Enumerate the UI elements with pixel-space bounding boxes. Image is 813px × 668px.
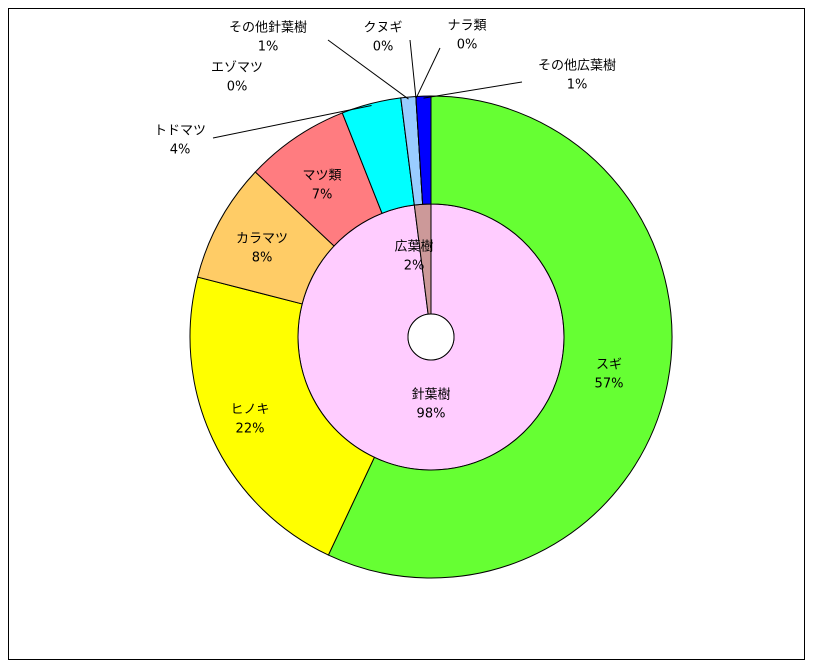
segment-label: スギ [596, 358, 622, 373]
leader-line [212, 105, 372, 139]
segment-value-label: 2% [404, 259, 425, 274]
segment-value-label: 22% [236, 422, 265, 437]
segment-label: その他広葉樹 [538, 59, 616, 74]
segment-value-label: 4% [170, 143, 191, 158]
leader-line [409, 39, 417, 99]
segment-value-label: 0% [373, 40, 394, 55]
segment-label: 広葉樹 [394, 240, 433, 255]
leader-line [327, 39, 409, 100]
donut-segment [189, 276, 376, 556]
segment-label: クヌギ [363, 21, 402, 36]
donut-hole [407, 313, 455, 361]
segment-value-label: 1% [258, 40, 279, 55]
segment-value-label: 0% [457, 38, 478, 53]
donut-segment [415, 95, 432, 205]
segment-label: カラマツ [236, 232, 288, 247]
segment-value-label: 8% [252, 251, 273, 266]
segment-value-label: 98% [417, 407, 446, 422]
leader-line [415, 47, 441, 99]
segment-value-label: 7% [312, 188, 333, 203]
segment-value-label: 1% [567, 78, 588, 93]
donut-segment [327, 95, 673, 579]
segment-label: トドマツ [154, 124, 206, 139]
segment-label: その他針葉樹 [229, 21, 307, 36]
segment-value-label: 0% [227, 80, 248, 95]
leader-line [423, 81, 523, 99]
segment-label: エゾマツ [211, 61, 263, 76]
segment-label: ナラ類 [447, 19, 486, 34]
segment-label: マツ類 [302, 169, 341, 184]
segment-label: 針葉樹 [411, 388, 450, 403]
segment-label: ヒノキ [230, 403, 269, 418]
segment-value-label: 57% [595, 377, 624, 392]
